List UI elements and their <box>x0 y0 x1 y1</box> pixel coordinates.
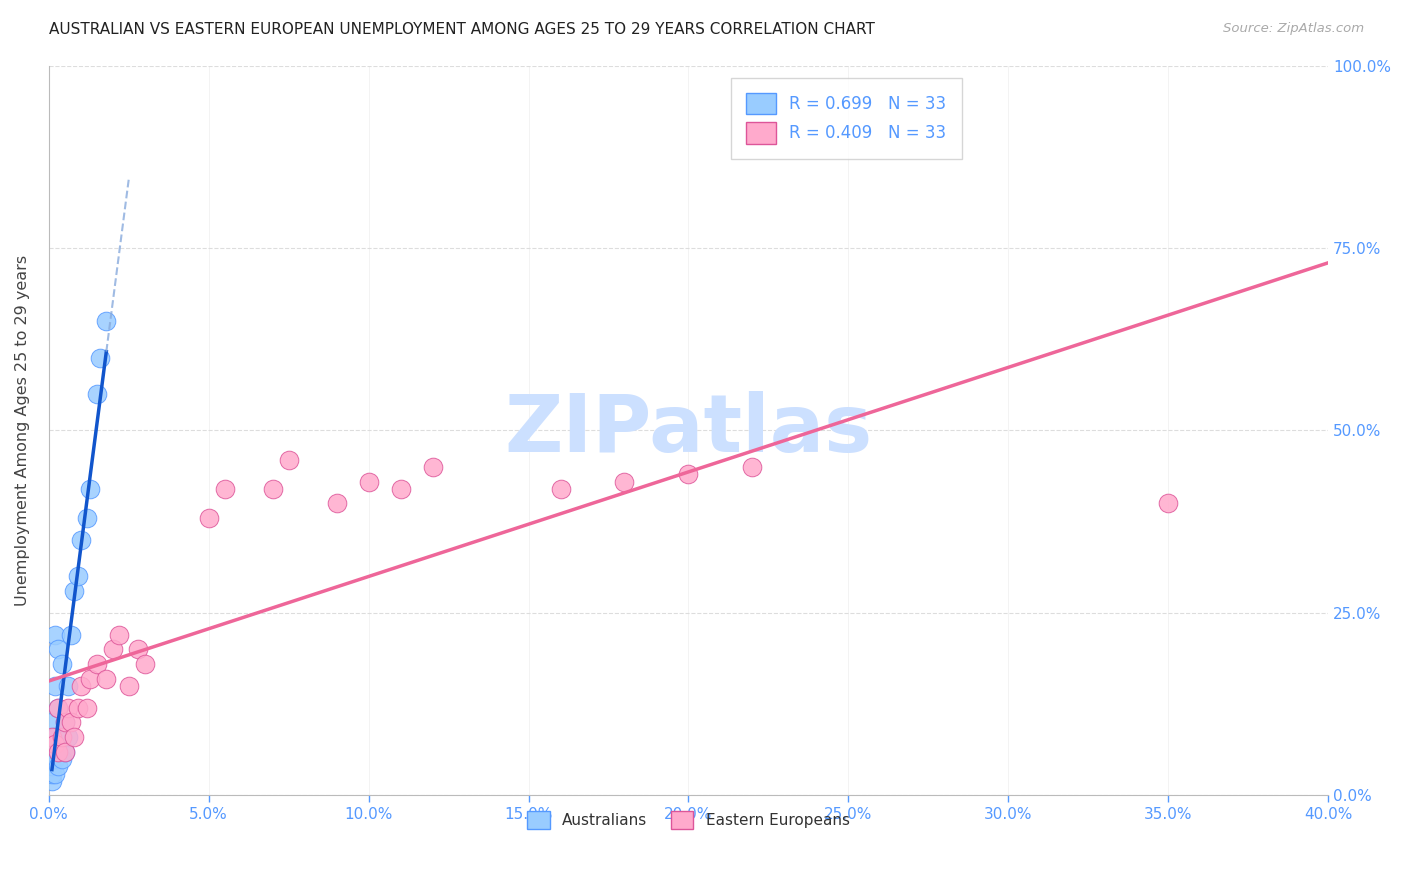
Point <box>41 766 63 780</box>
Point <box>66 701 89 715</box>
Text: AUSTRALIAN VS EASTERN EUROPEAN UNEMPLOYMENT AMONG AGES 25 TO 29 YEARS CORRELATIO: AUSTRALIAN VS EASTERN EUROPEAN UNEMPLOYM… <box>49 22 875 37</box>
Point <box>134 657 156 671</box>
Text: Source: ZipAtlas.com: Source: ZipAtlas.com <box>1223 22 1364 36</box>
Point <box>108 628 131 642</box>
Point <box>101 642 124 657</box>
Point <box>86 387 108 401</box>
Point <box>79 672 101 686</box>
Point <box>51 730 73 744</box>
Point <box>44 752 66 766</box>
Point <box>63 584 86 599</box>
Point <box>46 701 69 715</box>
Point <box>1157 496 1180 510</box>
Point <box>262 482 284 496</box>
Point <box>53 715 76 730</box>
Point <box>51 657 73 671</box>
Point <box>60 715 83 730</box>
Point <box>741 460 763 475</box>
Point <box>41 759 63 773</box>
Point <box>60 628 83 642</box>
Point <box>41 752 63 766</box>
Point <box>46 759 69 773</box>
Point <box>66 569 89 583</box>
Point <box>44 766 66 780</box>
Point <box>56 701 79 715</box>
Point <box>118 679 141 693</box>
Point <box>389 482 412 496</box>
Point <box>357 475 380 489</box>
Point <box>127 642 149 657</box>
Point <box>325 496 347 510</box>
Point <box>69 679 91 693</box>
Point <box>44 737 66 751</box>
Point <box>76 511 98 525</box>
Point <box>46 745 69 759</box>
Y-axis label: Unemployment Among Ages 25 to 29 years: Unemployment Among Ages 25 to 29 years <box>15 255 30 606</box>
Point <box>86 657 108 671</box>
Point <box>613 475 636 489</box>
Point <box>46 701 69 715</box>
Point <box>44 679 66 693</box>
Point <box>46 745 69 759</box>
Point <box>41 745 63 759</box>
Point <box>56 679 79 693</box>
Point <box>89 351 111 365</box>
Point <box>678 467 700 482</box>
Point <box>51 752 73 766</box>
Point <box>96 672 118 686</box>
Point <box>56 730 79 744</box>
Point <box>44 628 66 642</box>
Point <box>214 482 236 496</box>
Point <box>41 715 63 730</box>
Point <box>46 642 69 657</box>
Point <box>53 745 76 759</box>
Point <box>422 460 444 475</box>
Point <box>277 452 299 467</box>
Point <box>41 730 63 744</box>
Point <box>197 511 219 525</box>
Point <box>41 773 63 788</box>
Point <box>79 482 101 496</box>
Point <box>550 482 572 496</box>
Point <box>53 745 76 759</box>
Point <box>63 730 86 744</box>
Legend: Australians, Eastern Europeans: Australians, Eastern Europeans <box>522 805 856 835</box>
Text: ZIPatlas: ZIPatlas <box>505 392 873 469</box>
Point <box>69 533 91 547</box>
Point <box>51 730 73 744</box>
Point <box>41 730 63 744</box>
Point <box>53 715 76 730</box>
Point <box>76 701 98 715</box>
Point <box>96 314 118 328</box>
Point <box>44 730 66 744</box>
Point <box>41 737 63 751</box>
